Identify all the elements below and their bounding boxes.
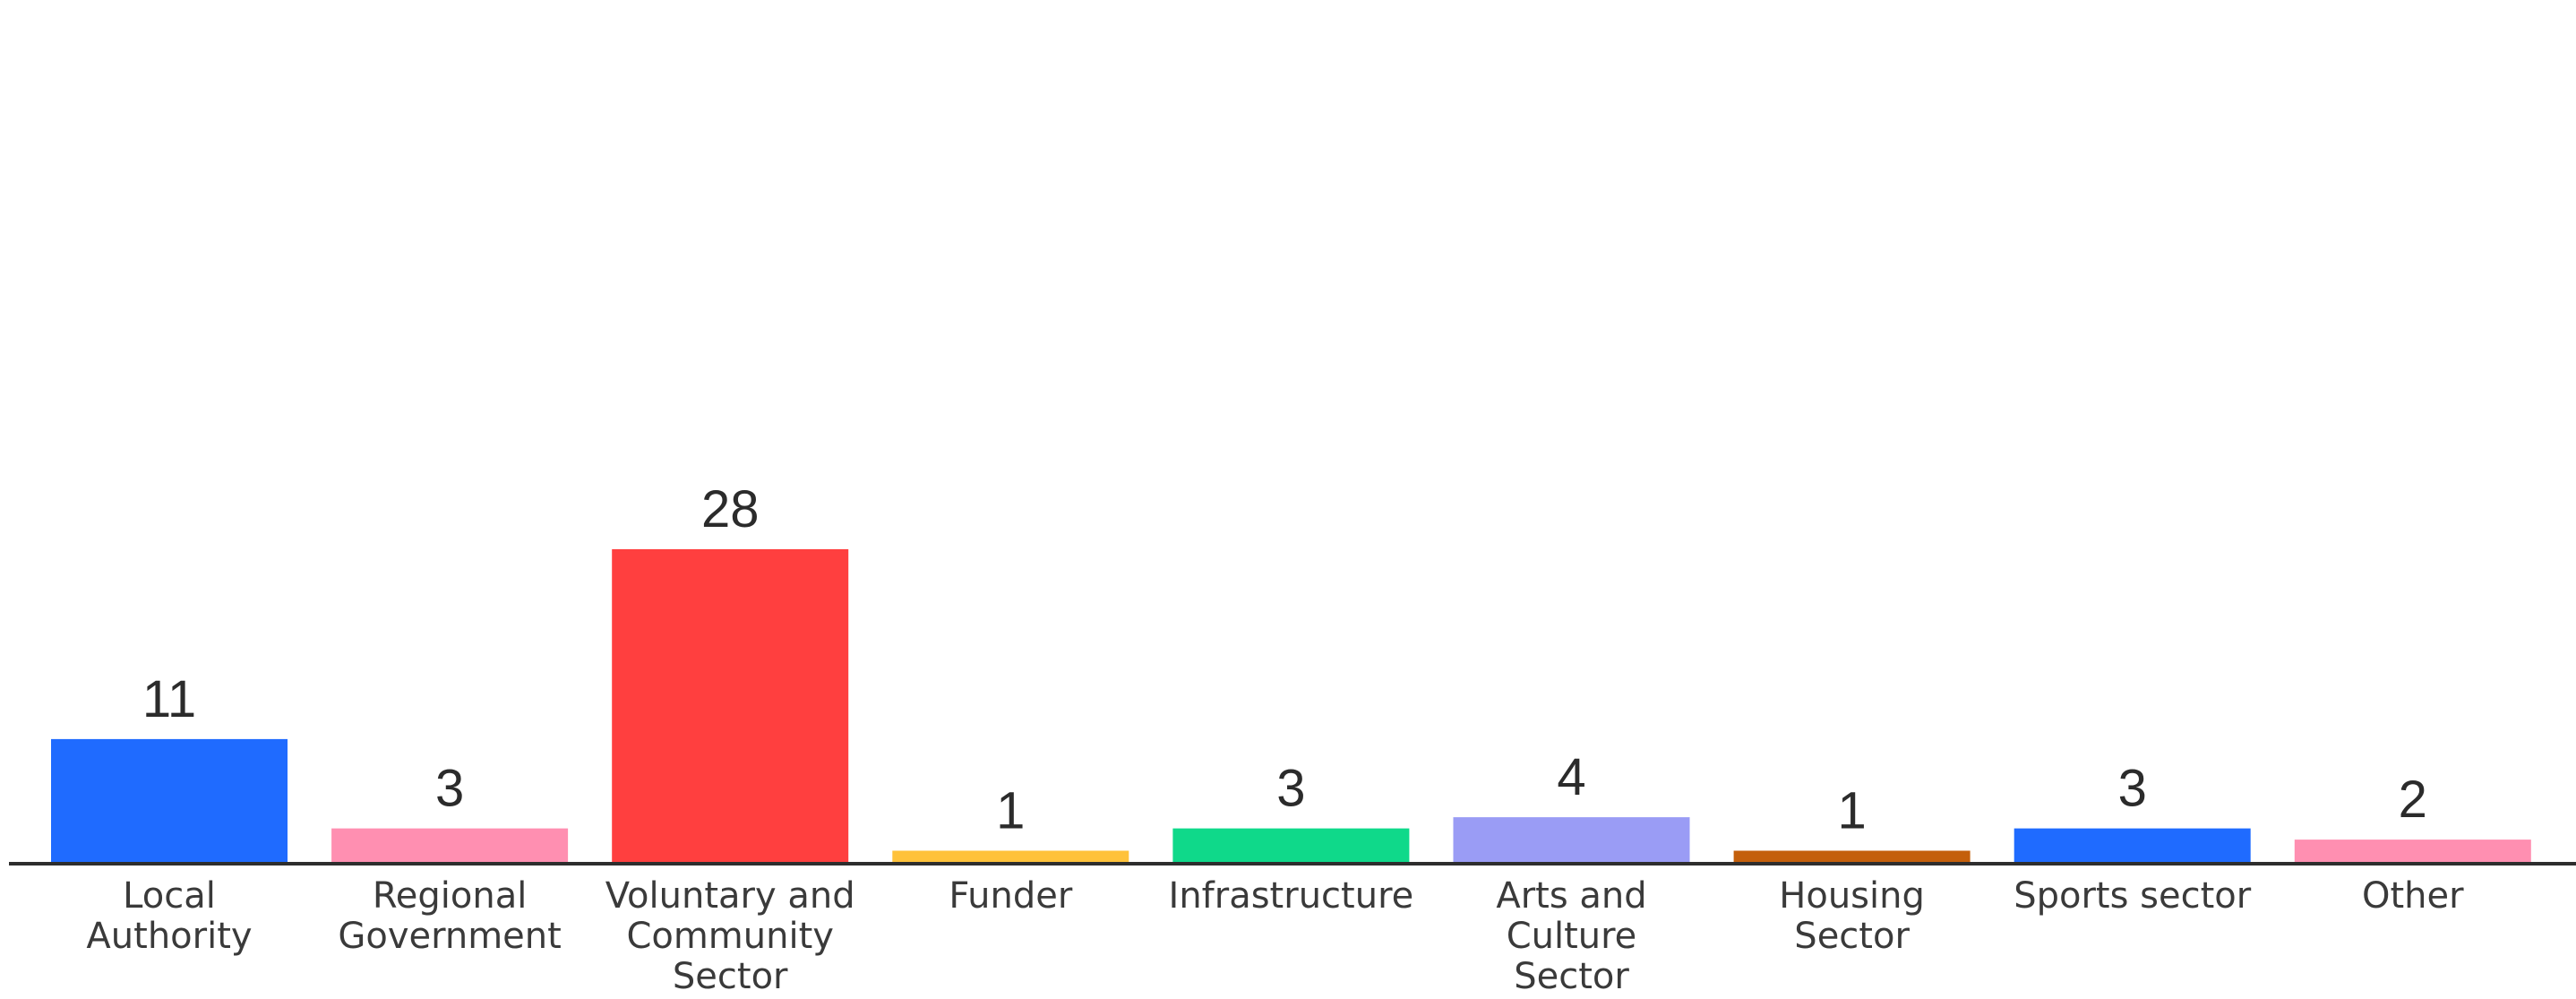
bar-other — [2294, 840, 2531, 862]
value-label-housing-sector: 1 — [1837, 782, 1866, 840]
value-label-arts-and-culture-sector: 4 — [1557, 748, 1585, 806]
category-label-regional-government: Regional Government — [338, 875, 561, 957]
value-label-sports-sector: 3 — [2118, 760, 2147, 818]
value-labels-group: 11 3 28 1 3 4 1 3 2 — [142, 480, 2427, 840]
bar-arts-and-culture-sector — [1453, 817, 1690, 862]
value-label-infrastructure: 3 — [1276, 760, 1305, 818]
bar-local-authority — [51, 738, 288, 862]
category-label-other: Other — [2362, 875, 2464, 917]
category-label-housing-sector: Housing Sector — [1779, 875, 1925, 957]
bar-regional-government — [331, 828, 569, 862]
category-label-local-authority: Local Authority — [86, 875, 252, 957]
value-label-regional-government: 3 — [435, 760, 464, 818]
category-label-arts-and-culture-sector: Arts and Culture Sector — [1496, 875, 1646, 997]
value-label-voluntary-and-community-sector: 28 — [701, 480, 760, 538]
category-label-voluntary-and-community-sector: Voluntary and Community Sector — [605, 875, 855, 997]
bar-voluntary-and-community-sector — [612, 549, 849, 862]
value-label-other: 2 — [2399, 771, 2427, 829]
category-label-funder: Funder — [949, 875, 1073, 917]
value-label-funder: 1 — [996, 782, 1025, 840]
category-label-infrastructure: Infrastructure — [1169, 875, 1414, 917]
category-labels-group: Local Authority Regional Government Voluntar… — [86, 875, 2464, 997]
bar-infrastructure — [1172, 828, 1410, 862]
value-label-local-authority: 11 — [142, 670, 196, 728]
bars-group — [51, 549, 2531, 862]
category-label-sports-sector: Sports sector — [2014, 875, 2252, 917]
bar-funder — [892, 850, 1129, 862]
bar-housing-sector — [1733, 850, 1971, 862]
bar-sports-sector — [2014, 828, 2251, 862]
